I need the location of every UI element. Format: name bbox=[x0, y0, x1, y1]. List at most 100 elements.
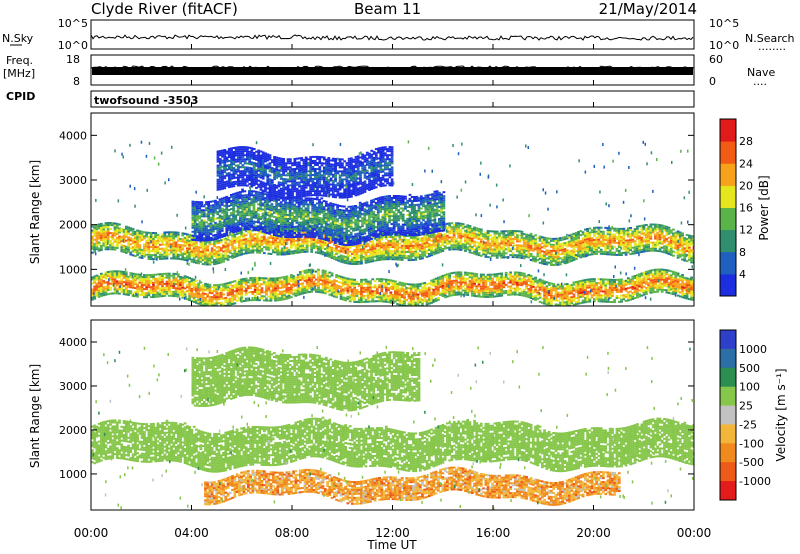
heatmap-cell bbox=[577, 286, 580, 289]
heatmap-cell bbox=[416, 289, 420, 292]
heatmap-cell bbox=[213, 294, 216, 297]
heatmap-cell bbox=[678, 287, 682, 290]
heatmap-cell bbox=[303, 289, 307, 292]
heatmap-cell bbox=[147, 243, 151, 246]
heatmap-cell bbox=[525, 255, 528, 258]
heatmap-cell bbox=[136, 273, 139, 276]
heatmap-cell bbox=[626, 283, 630, 286]
heatmap-cell bbox=[158, 281, 162, 284]
heatmap-cell bbox=[328, 241, 332, 244]
heatmap-cell bbox=[511, 293, 515, 296]
heatmap-cell bbox=[595, 294, 599, 297]
heatmap-cell bbox=[439, 236, 442, 239]
heatmap-cell bbox=[127, 226, 130, 229]
heatmap-cell bbox=[434, 287, 438, 290]
heatmap-cell bbox=[611, 280, 614, 283]
heatmap-cell bbox=[461, 233, 465, 236]
heatmap-cell bbox=[423, 286, 427, 289]
heatmap-cell bbox=[531, 281, 535, 284]
heatmap-cell bbox=[192, 296, 196, 299]
heatmap-cell bbox=[498, 234, 501, 237]
heatmap-cell bbox=[394, 252, 397, 255]
heatmap-cell bbox=[581, 291, 585, 294]
heatmap-cell bbox=[147, 294, 151, 297]
heatmap-cell bbox=[174, 231, 178, 234]
heatmap-cell bbox=[380, 290, 384, 293]
heatmap-cell bbox=[672, 271, 675, 273]
heatmap-cell bbox=[373, 243, 377, 246]
heatmap-cell bbox=[140, 294, 144, 296]
heatmap-cell bbox=[403, 253, 406, 255]
heatmap-cell bbox=[396, 295, 400, 298]
heatmap-cell bbox=[434, 277, 438, 280]
heatmap-cell bbox=[357, 244, 361, 247]
heatmap-cell bbox=[283, 294, 286, 297]
heatmap-cell bbox=[620, 294, 623, 297]
heatmap-cell bbox=[651, 279, 655, 282]
heatmap-cell bbox=[161, 247, 164, 250]
heatmap-cell bbox=[118, 274, 121, 277]
heatmap-cell bbox=[213, 255, 216, 257]
heatmap-cell bbox=[115, 272, 119, 275]
heatmap-cell bbox=[394, 248, 397, 251]
heatmap-cell bbox=[362, 290, 366, 293]
heatmap-cell bbox=[154, 295, 158, 298]
heatmap-cell bbox=[484, 275, 488, 278]
heatmap-cell bbox=[389, 297, 393, 300]
heatmap-cell bbox=[574, 287, 578, 290]
heatmap-cell bbox=[351, 250, 354, 253]
heatmap-cell bbox=[310, 274, 314, 277]
heatmap-cell bbox=[290, 284, 293, 287]
heatmap-cell bbox=[195, 255, 198, 258]
heatmap-cell bbox=[317, 270, 320, 273]
heatmap-cell bbox=[201, 249, 205, 252]
heatmap-cell bbox=[507, 273, 510, 276]
heatmap-cell bbox=[385, 300, 388, 303]
heatmap-cell bbox=[93, 285, 97, 288]
heatmap-cell bbox=[100, 294, 103, 297]
heatmap-cell bbox=[513, 232, 517, 235]
heatmap-cell bbox=[299, 293, 302, 296]
heatmap-cell bbox=[586, 290, 589, 293]
heatmap-cell bbox=[145, 292, 149, 295]
heatmap-cell bbox=[403, 257, 406, 259]
heatmap-cell bbox=[115, 226, 119, 229]
heatmap-cell bbox=[649, 283, 653, 286]
heatmap-cell bbox=[385, 252, 388, 255]
heatmap-cell bbox=[405, 247, 409, 249]
heatmap-cell bbox=[224, 255, 228, 258]
heatmap-cell bbox=[608, 294, 612, 297]
heatmap-cell bbox=[362, 252, 366, 255]
heatmap-cell bbox=[109, 246, 112, 249]
heatmap-cell bbox=[213, 284, 216, 287]
heatmap-cell bbox=[280, 280, 284, 283]
heatmap-cell bbox=[206, 293, 210, 296]
heatmap-cell bbox=[244, 238, 248, 241]
heatmap-cell bbox=[522, 239, 526, 242]
heatmap-cell bbox=[531, 255, 535, 258]
heatmap-cell bbox=[154, 248, 158, 251]
heatmap-cell bbox=[441, 236, 445, 238]
heatmap-cell bbox=[418, 255, 422, 258]
heatmap-cell bbox=[238, 246, 241, 249]
heatmap-cell bbox=[688, 286, 691, 288]
heatmap-cell bbox=[385, 278, 388, 281]
heatmap-cell bbox=[102, 290, 106, 293]
heatmap-cell bbox=[502, 254, 506, 257]
heatmap-cell bbox=[204, 303, 207, 305]
heatmap-cell bbox=[312, 241, 316, 243]
heatmap-cell bbox=[495, 254, 499, 257]
heatmap-cell bbox=[127, 238, 130, 241]
heatmap-cell bbox=[296, 277, 300, 280]
heatmap-cell bbox=[100, 282, 103, 285]
heatmap-cell bbox=[100, 239, 103, 241]
heatmap-cell bbox=[452, 289, 456, 292]
heatmap-cell bbox=[192, 284, 196, 287]
heatmap-cell bbox=[238, 232, 241, 235]
heatmap-cell bbox=[165, 245, 169, 248]
heatmap-cell bbox=[611, 295, 614, 297]
heatmap-cell bbox=[513, 248, 517, 251]
heatmap-cell bbox=[278, 251, 282, 254]
heatmap-cell bbox=[113, 276, 117, 279]
heatmap-cell bbox=[414, 295, 418, 298]
